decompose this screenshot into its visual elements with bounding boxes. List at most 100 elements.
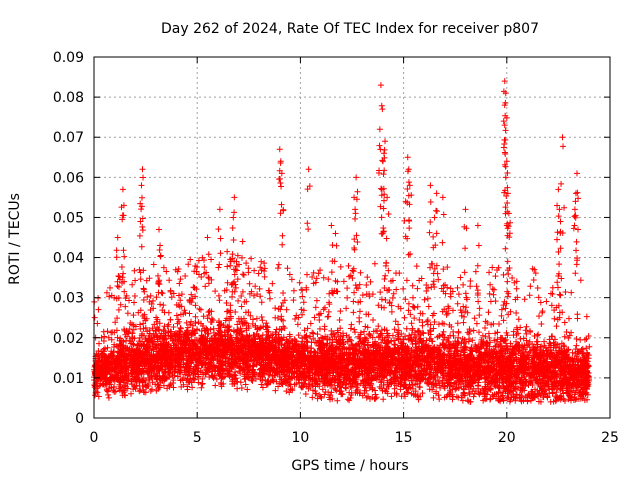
data-point	[309, 367, 316, 374]
data-point	[536, 313, 543, 320]
data-point	[381, 276, 388, 283]
data-point	[529, 379, 536, 386]
data-point	[142, 317, 149, 324]
data-point	[242, 375, 249, 382]
data-point	[234, 335, 241, 342]
data-point	[548, 290, 555, 297]
data-point	[321, 304, 328, 311]
data-point	[549, 284, 556, 291]
data-point	[150, 297, 157, 304]
data-point	[395, 321, 402, 328]
data-point	[496, 376, 503, 383]
data-point	[380, 396, 387, 403]
data-point	[233, 334, 240, 341]
data-point	[565, 335, 572, 342]
data-point	[473, 283, 480, 290]
data-point	[334, 382, 341, 389]
data-point	[444, 310, 451, 317]
data-point	[269, 376, 276, 383]
data-point	[500, 271, 507, 278]
data-point	[275, 331, 282, 338]
data-point	[181, 307, 188, 314]
data-point	[220, 321, 227, 328]
data-point	[436, 396, 443, 403]
data-point	[460, 303, 467, 310]
data-point	[275, 383, 282, 390]
data-point	[452, 386, 459, 393]
data-point	[140, 267, 147, 274]
data-point	[223, 300, 230, 307]
data-point	[241, 298, 248, 305]
data-point	[177, 311, 184, 318]
data-point	[230, 327, 237, 334]
data-point	[208, 357, 215, 364]
data-point	[246, 280, 253, 287]
data-point	[250, 292, 257, 299]
data-point	[95, 306, 102, 313]
data-point	[469, 337, 476, 344]
data-point	[193, 268, 200, 275]
data-point	[554, 284, 561, 291]
data-point	[357, 298, 364, 305]
data-point	[513, 285, 520, 292]
data-point	[159, 290, 166, 297]
data-point	[344, 285, 351, 292]
data-point	[264, 335, 271, 342]
data-point	[353, 285, 360, 292]
data-point	[348, 391, 355, 398]
data-point	[318, 395, 325, 402]
data-point	[309, 274, 316, 281]
data-point	[310, 387, 317, 394]
data-point	[470, 393, 477, 400]
data-point	[313, 297, 320, 304]
data-point	[408, 377, 415, 384]
data-point	[382, 388, 389, 395]
data-point	[523, 330, 530, 337]
data-point	[104, 328, 111, 335]
data-point	[461, 354, 468, 361]
data-point	[391, 337, 398, 344]
data-point	[430, 281, 437, 288]
data-point	[248, 255, 255, 262]
data-point	[487, 281, 494, 288]
data-point	[311, 314, 318, 321]
data-point	[343, 305, 350, 312]
data-point	[568, 289, 575, 296]
data-point	[187, 256, 194, 263]
data-point	[215, 292, 222, 299]
data-point	[430, 394, 437, 401]
data-point	[160, 302, 167, 309]
data-point	[160, 326, 167, 333]
data-point	[150, 331, 157, 338]
data-point	[254, 291, 261, 298]
data-point	[430, 325, 437, 332]
data-point	[289, 374, 296, 381]
data-point	[409, 282, 416, 289]
data-point	[170, 290, 177, 297]
data-point	[107, 284, 114, 291]
data-point	[351, 289, 358, 296]
data-point	[99, 350, 106, 357]
data-point	[208, 351, 215, 358]
data-point	[300, 299, 307, 306]
data-point	[234, 385, 241, 392]
data-point	[434, 373, 441, 380]
data-point	[577, 277, 584, 284]
data-point	[309, 394, 316, 401]
data-point	[513, 309, 520, 316]
data-point	[149, 379, 156, 386]
data-point	[360, 345, 367, 352]
data-point	[378, 296, 385, 303]
data-point	[137, 307, 144, 314]
data-point	[290, 287, 297, 294]
data-point	[292, 315, 299, 322]
data-point	[337, 325, 344, 332]
data-point	[245, 374, 252, 381]
data-point	[472, 268, 479, 275]
data-point	[207, 356, 214, 363]
data-point	[563, 329, 570, 336]
data-point	[174, 336, 181, 343]
data-point	[551, 336, 558, 343]
data-point	[144, 294, 151, 301]
data-point	[189, 384, 196, 391]
